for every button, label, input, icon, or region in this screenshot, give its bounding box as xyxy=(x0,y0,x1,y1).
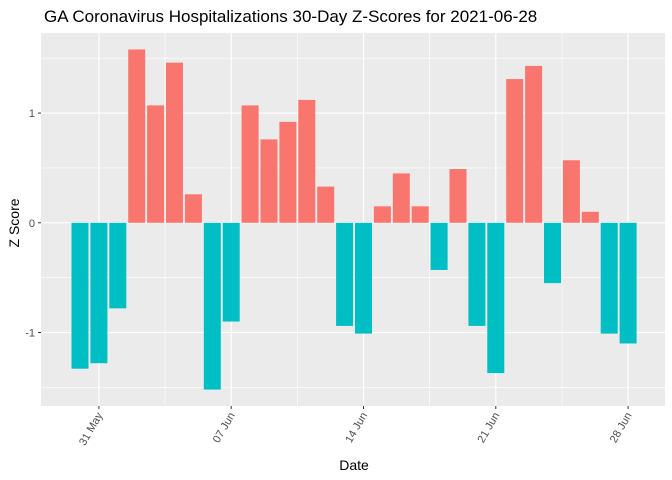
x-axis-label: Date xyxy=(339,457,369,473)
bar-2021-06-24 xyxy=(544,222,561,284)
bar-2021-06-28 xyxy=(619,222,637,344)
y-tick-label: -1 xyxy=(25,327,35,339)
chart-title: GA Coronavirus Hospitalizations 30-Day Z… xyxy=(44,7,537,26)
x-tick-label: 21 Jun xyxy=(475,411,502,446)
bar-2021-06-05 xyxy=(184,194,202,223)
bar-2021-06-08 xyxy=(241,105,259,223)
bar-2021-06-02 xyxy=(128,49,146,223)
x-axis: 31 May 07 Jun 14 Jun 21 Jun 28 Jun xyxy=(77,406,635,448)
bar-2021-06-22 xyxy=(506,79,524,223)
bar-2021-06-13 xyxy=(336,222,354,326)
bar-2021-06-26 xyxy=(581,211,599,223)
bar-2021-05-31 xyxy=(90,222,108,364)
bar-2021-06-19 xyxy=(449,169,467,223)
y-axis-label: Z Score xyxy=(6,198,22,247)
y-tick-label: 0 xyxy=(29,218,35,230)
bar-2021-06-12 xyxy=(317,186,335,223)
bar-2021-06-15 xyxy=(373,206,391,223)
bar-2021-06-25 xyxy=(562,160,580,223)
bar-2021-06-11 xyxy=(298,99,316,223)
x-tick-label: 07 Jun xyxy=(211,411,238,446)
bar-2021-06-16 xyxy=(392,173,410,223)
y-axis: -1 0 1 xyxy=(25,108,41,339)
x-tick-label: 14 Jun xyxy=(343,411,370,446)
bar-2021-06-17 xyxy=(411,206,429,223)
bar-2021-06-21 xyxy=(487,222,505,374)
bars xyxy=(71,49,637,390)
x-tick-label: 28 Jun xyxy=(608,411,635,446)
bar-2021-06-18 xyxy=(430,222,448,270)
bar-2021-06-14 xyxy=(355,222,372,334)
bar-2021-06-27 xyxy=(600,222,618,334)
bar-2021-06-07 xyxy=(222,222,240,322)
bar-2021-06-03 xyxy=(147,105,165,223)
y-tick-label: 1 xyxy=(29,108,35,120)
bar-2021-06-23 xyxy=(525,65,543,223)
bar-2021-06-04 xyxy=(166,62,183,223)
bar-2021-06-01 xyxy=(109,222,127,309)
x-tick-label: 31 May xyxy=(77,410,106,448)
bar-2021-06-20 xyxy=(468,222,486,326)
bar-2021-06-10 xyxy=(279,121,297,223)
bar-2021-05-30 xyxy=(71,222,89,369)
bar-2021-06-06 xyxy=(203,222,221,390)
bar-2021-06-09 xyxy=(260,139,278,223)
